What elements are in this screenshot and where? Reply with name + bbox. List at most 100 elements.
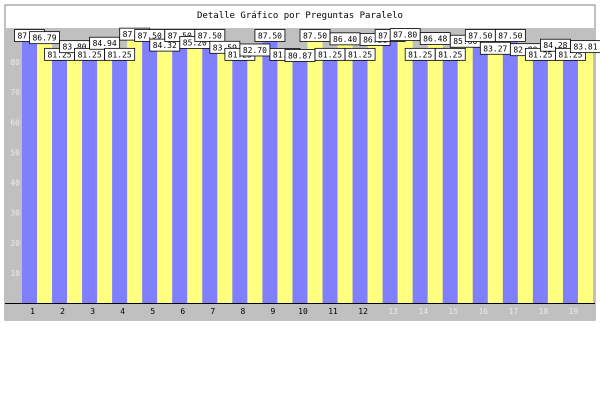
- bar-series2: [427, 42, 443, 303]
- bar-series2: [247, 53, 263, 303]
- data-label-text: 86.40: [333, 35, 357, 44]
- data-label-text: 87.50: [168, 32, 192, 41]
- data-label-box: [494, 29, 526, 42]
- bar-series2: [517, 53, 533, 304]
- data-label-text: 87.50: [303, 32, 327, 41]
- bar-series1: [232, 58, 248, 303]
- data-label-text: 81.25: [528, 50, 552, 59]
- y-tick-label: 60: [10, 118, 20, 127]
- data-label: 83.81: [570, 40, 600, 54]
- x-tick-label: 5: [150, 307, 155, 316]
- data-label-text: 87.50: [468, 32, 492, 41]
- bar-series2: [67, 50, 83, 304]
- bar-series1: [472, 39, 488, 304]
- y-tick-label: 40: [10, 179, 20, 188]
- x-tick-label: 18: [539, 307, 549, 316]
- x-tick-label: 12: [358, 307, 368, 316]
- data-label: 81.25: [104, 47, 136, 61]
- bar-series2: [577, 50, 593, 303]
- bar-series2: [187, 46, 203, 303]
- bar-series1: [562, 58, 578, 303]
- data-label: 87.50: [494, 29, 526, 42]
- data-label-box: [434, 47, 466, 61]
- data-label-text: 81.25: [438, 50, 462, 59]
- data-label: 81.25: [434, 47, 466, 61]
- x-tick-label: 11: [328, 307, 338, 316]
- bars-layer: [22, 38, 593, 304]
- bar-series1: [322, 58, 338, 303]
- data-label: 87.50: [194, 29, 226, 42]
- bar-series1: [172, 39, 188, 304]
- data-label: 87.50: [464, 29, 496, 42]
- data-label-text: 87.50: [258, 32, 282, 41]
- data-label-box: [570, 40, 600, 54]
- data-label-text: 81.25: [318, 50, 342, 59]
- bar-series2: [307, 39, 323, 304]
- bar-series2: [277, 58, 293, 303]
- bar-series1: [52, 58, 68, 303]
- y-tick-label: 50: [10, 148, 20, 157]
- data-label: 86.48: [419, 32, 451, 45]
- data-label: 83.27: [479, 41, 511, 55]
- data-label-text: 82.70: [243, 46, 267, 55]
- y-tick-label: 70: [10, 88, 20, 97]
- x-tick-label: 14: [418, 307, 428, 316]
- x-tick-label: 7: [210, 307, 215, 316]
- y-tick-label: 20: [10, 239, 20, 248]
- data-label-text: 87.50: [138, 32, 162, 41]
- bar-series1: [82, 58, 98, 303]
- bar-series1: [112, 58, 128, 303]
- data-label-text: 81.25: [48, 50, 72, 59]
- bar-series2: [457, 45, 473, 303]
- bar-series1: [412, 58, 428, 303]
- data-label: 84.94: [89, 36, 121, 50]
- bar-series2: [157, 49, 173, 303]
- data-label-text: 81.25: [558, 50, 582, 59]
- data-label: 80.87: [284, 49, 316, 62]
- x-tick-label: 15: [448, 307, 458, 316]
- x-tick-label: 2: [60, 307, 65, 316]
- chart-title: Detalle Gráfico por Preguntas Paralelo: [197, 11, 403, 21]
- data-label: 87.80: [389, 28, 421, 42]
- bar-series1: [442, 58, 458, 303]
- data-label: 82.70: [239, 43, 271, 57]
- bar-series2: [97, 47, 113, 303]
- data-label-text: 86.48: [423, 35, 447, 44]
- x-tick-label: 9: [271, 307, 276, 316]
- bar-series2: [217, 51, 233, 303]
- bar-series2: [397, 38, 413, 303]
- data-label-text: 87.50: [498, 32, 522, 41]
- data-label-text: 87.80: [393, 31, 417, 40]
- data-label-text: 81.25: [408, 50, 432, 59]
- bar-series1: [292, 59, 308, 304]
- data-label-text: 83.27: [483, 44, 507, 53]
- data-label-box: [254, 29, 286, 42]
- bar-series2: [547, 49, 563, 303]
- data-label-text: 81.25: [108, 50, 132, 59]
- data-label-text: 86.79: [32, 34, 56, 43]
- x-tick-label: 6: [180, 307, 185, 316]
- bar-series1: [202, 39, 218, 304]
- bar-series1: [502, 39, 518, 304]
- data-label: 81.25: [74, 47, 106, 61]
- bar-series2: [487, 52, 503, 304]
- data-label: 86.79: [29, 31, 60, 45]
- bar-series1: [262, 39, 278, 304]
- bar-series1: [142, 39, 158, 304]
- data-label-box: [29, 31, 60, 45]
- data-label-text: 84.28: [543, 41, 567, 50]
- data-labels: 87.5086.7981.2583.8081.2584.9481.2587.96…: [14, 27, 600, 62]
- x-tick-label: 16: [478, 307, 488, 316]
- data-label: 87.50: [254, 29, 286, 42]
- data-label: 81.25: [314, 47, 346, 61]
- x-tick-label: 1: [30, 307, 35, 316]
- bar-series1: [382, 39, 398, 304]
- bar-series1: [532, 58, 548, 303]
- data-label: 87.50: [299, 29, 331, 42]
- data-label: 81.25: [344, 47, 376, 61]
- data-label-text: 81.25: [348, 50, 372, 59]
- x-tick-label: 17: [509, 307, 519, 316]
- x-tick-label: 19: [569, 307, 579, 316]
- data-label: 86.40: [329, 32, 361, 46]
